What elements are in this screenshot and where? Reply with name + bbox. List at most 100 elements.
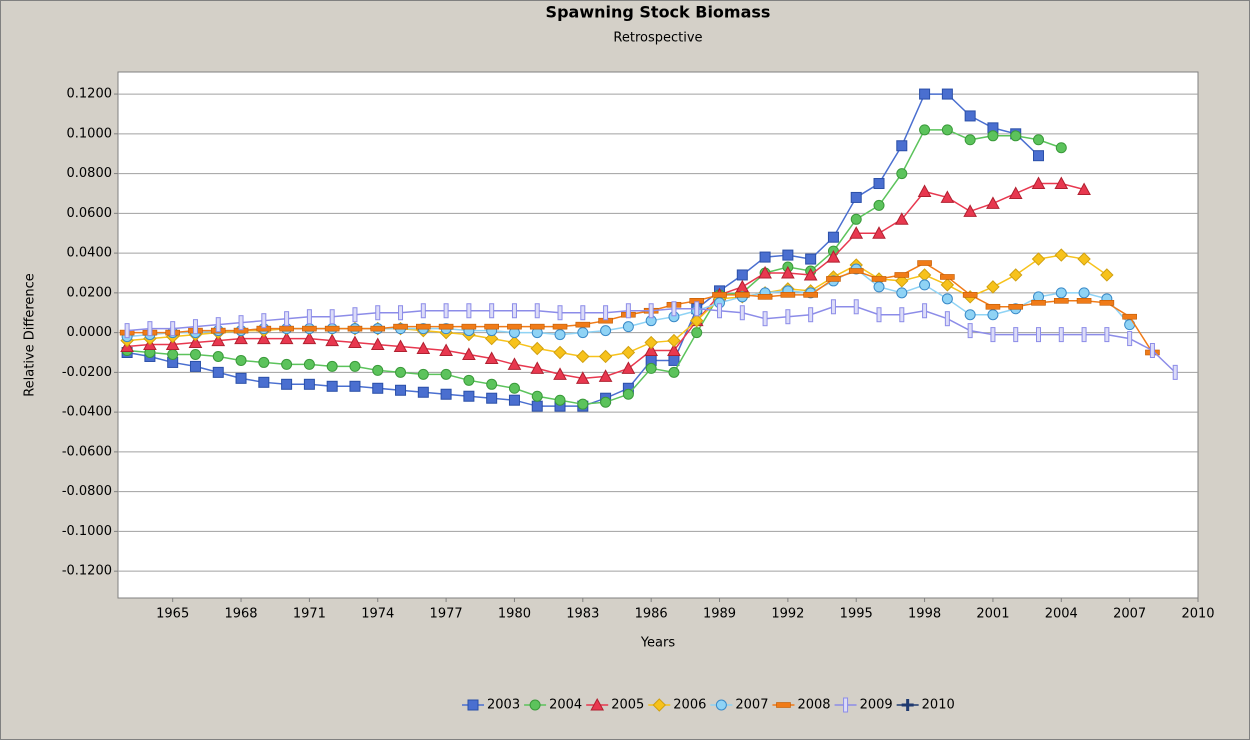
marker [531, 390, 543, 402]
marker [671, 301, 677, 317]
legend-marker [901, 699, 914, 711]
marker [281, 358, 293, 370]
marker [284, 311, 290, 327]
marker [530, 361, 545, 374]
marker [940, 190, 955, 203]
marker [826, 250, 841, 263]
marker [871, 276, 887, 282]
marker [873, 199, 885, 211]
x-tick-label: 1998 [908, 607, 941, 622]
x-tick-label: 1974 [361, 607, 394, 622]
marker [577, 327, 589, 339]
marker [826, 276, 841, 282]
marker [1077, 252, 1091, 266]
y-tick-label: 0.0600 [67, 206, 113, 221]
marker [690, 313, 704, 328]
marker [645, 362, 657, 374]
marker [462, 347, 476, 360]
chart-subtitle: Retrospective [613, 31, 702, 46]
marker [919, 124, 931, 136]
x-tick-label: 1971 [293, 607, 326, 622]
marker [530, 341, 544, 356]
marker [762, 311, 768, 327]
marker [461, 323, 477, 330]
marker [440, 388, 452, 400]
marker [324, 325, 340, 332]
marker [668, 366, 680, 378]
marker [1053, 298, 1069, 304]
marker [872, 226, 886, 239]
marker [1076, 298, 1092, 304]
marker [1031, 252, 1046, 266]
marker [780, 292, 796, 298]
marker [370, 325, 386, 332]
legend-label: 2008 [797, 698, 830, 713]
marker [147, 321, 153, 337]
marker [417, 368, 429, 380]
marker [507, 323, 522, 330]
marker [644, 343, 659, 357]
marker [694, 301, 700, 317]
series-line [127, 262, 1154, 353]
marker [803, 292, 818, 298]
marker [919, 88, 931, 100]
marker [238, 315, 244, 331]
marker [211, 333, 226, 347]
marker [167, 348, 179, 360]
marker [576, 349, 590, 364]
x-tick-label: 2004 [1045, 607, 1078, 622]
marker [234, 331, 248, 345]
marker [1054, 248, 1068, 262]
legend-marker [843, 697, 849, 713]
marker [463, 390, 475, 402]
chart-title: Spawning Stock Biomass [546, 3, 771, 22]
y-tick-label: 0.0200 [67, 285, 113, 300]
x-tick-label: 1989 [703, 607, 736, 622]
marker [805, 253, 817, 265]
marker [919, 279, 931, 291]
marker [192, 319, 198, 335]
marker [1104, 327, 1110, 343]
marker [443, 303, 449, 319]
marker [735, 292, 750, 298]
legend-label: 2007 [735, 698, 768, 713]
marker [622, 321, 634, 333]
marker [940, 274, 955, 280]
marker [967, 323, 973, 339]
marker [170, 321, 176, 337]
marker [1031, 176, 1046, 190]
marker [850, 191, 862, 203]
marker [575, 371, 590, 384]
y-tick-label: -0.0800 [62, 484, 112, 499]
marker [758, 265, 772, 279]
legend-marker [715, 699, 727, 711]
marker [577, 398, 589, 410]
marker [1055, 287, 1067, 299]
y-tick-label: -0.0400 [62, 405, 112, 420]
marker [648, 303, 654, 319]
marker [964, 309, 976, 321]
marker [329, 309, 335, 325]
marker [782, 249, 794, 261]
marker [600, 396, 612, 408]
legend-marker [529, 699, 541, 711]
marker [598, 349, 613, 364]
marker [987, 309, 999, 321]
marker [963, 204, 977, 217]
legend-label: 2009 [860, 698, 893, 713]
marker [1055, 142, 1067, 154]
marker [853, 299, 859, 315]
marker [941, 124, 953, 136]
x-tick-label: 1980 [498, 607, 531, 622]
marker [554, 329, 566, 341]
marker [990, 327, 996, 343]
marker [507, 335, 522, 350]
marker [534, 303, 540, 319]
marker [896, 168, 908, 180]
legend-label: 2010 [922, 698, 955, 713]
marker [896, 140, 908, 152]
marker [644, 335, 658, 350]
marker [484, 331, 499, 346]
marker [553, 345, 567, 360]
marker [531, 400, 543, 412]
